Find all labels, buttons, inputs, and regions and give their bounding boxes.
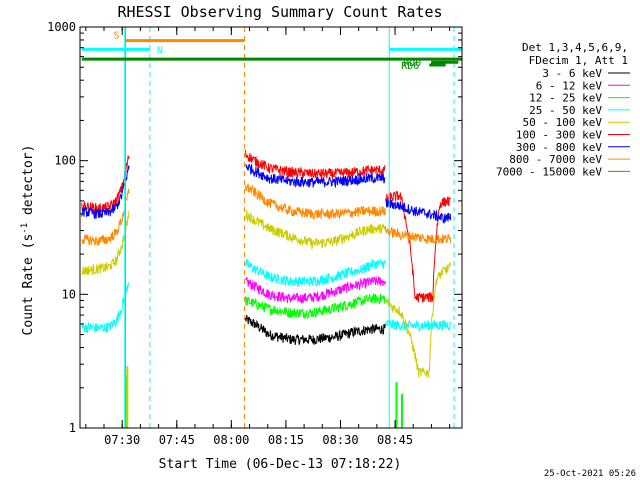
series-line-8 [385, 262, 452, 379]
axes-layer: 1 10 100 1000 07:30 07:45 08:00 08:15 08:30 08:45 [47, 20, 463, 447]
legend: Det 1,3,4,5,6,9,FDecim 1, Att 13 - 6 keV… [496, 41, 630, 178]
legend-header-1: FDecim 1, Att 1 [529, 54, 628, 67]
x-tick-label: 08:45 [377, 433, 413, 447]
legend-label-0: 3 - 6 keV [542, 67, 602, 80]
plot-frame [79, 26, 463, 429]
x-tick-label: 08:30 [322, 433, 358, 447]
legend-label-18: 7000 - 15000 keV [496, 165, 602, 178]
x-tick-label: 07:30 [104, 433, 140, 447]
x-axis-label: Start Time (06-Dec-13 07:18:22) [159, 457, 402, 472]
legend-label-9: 100 - 300 keV [516, 129, 602, 142]
x-tick-label: 08:15 [268, 433, 304, 447]
series-line-0 [245, 314, 386, 345]
legend-label-12: 300 - 800 keV [516, 141, 602, 154]
series-line-6 [81, 210, 130, 276]
status-bar-label-5: RD6 [401, 61, 419, 72]
legend-label-6: 50 - 100 keV [523, 116, 603, 129]
series-line-1 [245, 276, 386, 305]
series-line-12 [81, 165, 130, 219]
series-line-10 [245, 149, 386, 180]
status-bar-label-1: N [157, 45, 163, 56]
y-tick-label: 100 [54, 154, 76, 168]
series-line-5 [385, 319, 452, 332]
series-line-4 [245, 258, 386, 287]
series-line-14 [385, 198, 452, 224]
timestamp: 25-Oct-2021 05:26 [544, 469, 636, 479]
status-bar-label-4: RD0 [403, 58, 421, 69]
y-tick-label: 1000 [47, 20, 76, 34]
chart-title: RHESSI Observing Summary Count Rates [117, 3, 442, 21]
series-line-7 [245, 210, 386, 251]
x-tick-label: 07:45 [159, 433, 195, 447]
y-axis-label: Count Rate (s-1 detector) [20, 145, 36, 336]
series-layer [81, 149, 452, 428]
y-tick-label: 1 [69, 421, 76, 435]
series-line-13 [245, 163, 386, 189]
series-line-3 [81, 282, 130, 333]
series-line-2 [245, 293, 386, 320]
legend-label-3: 25 - 50 keV [529, 104, 602, 117]
legend-label-1: 6 - 12 keV [536, 79, 603, 92]
legend-label-15: 800 - 7000 keV [509, 153, 602, 166]
legend-label-2: 12 - 25 keV [529, 92, 602, 105]
y-tick-label: 10 [62, 287, 76, 301]
x-tick-label: 08:00 [213, 433, 249, 447]
series-line-16 [245, 183, 386, 221]
legend-header-0: Det 1,3,4,5,6,9, [522, 41, 628, 54]
status-bar-label-0: S [113, 31, 119, 42]
series-line-17 [385, 225, 452, 245]
series-line-11 [385, 190, 451, 303]
series-line-15 [81, 188, 130, 246]
